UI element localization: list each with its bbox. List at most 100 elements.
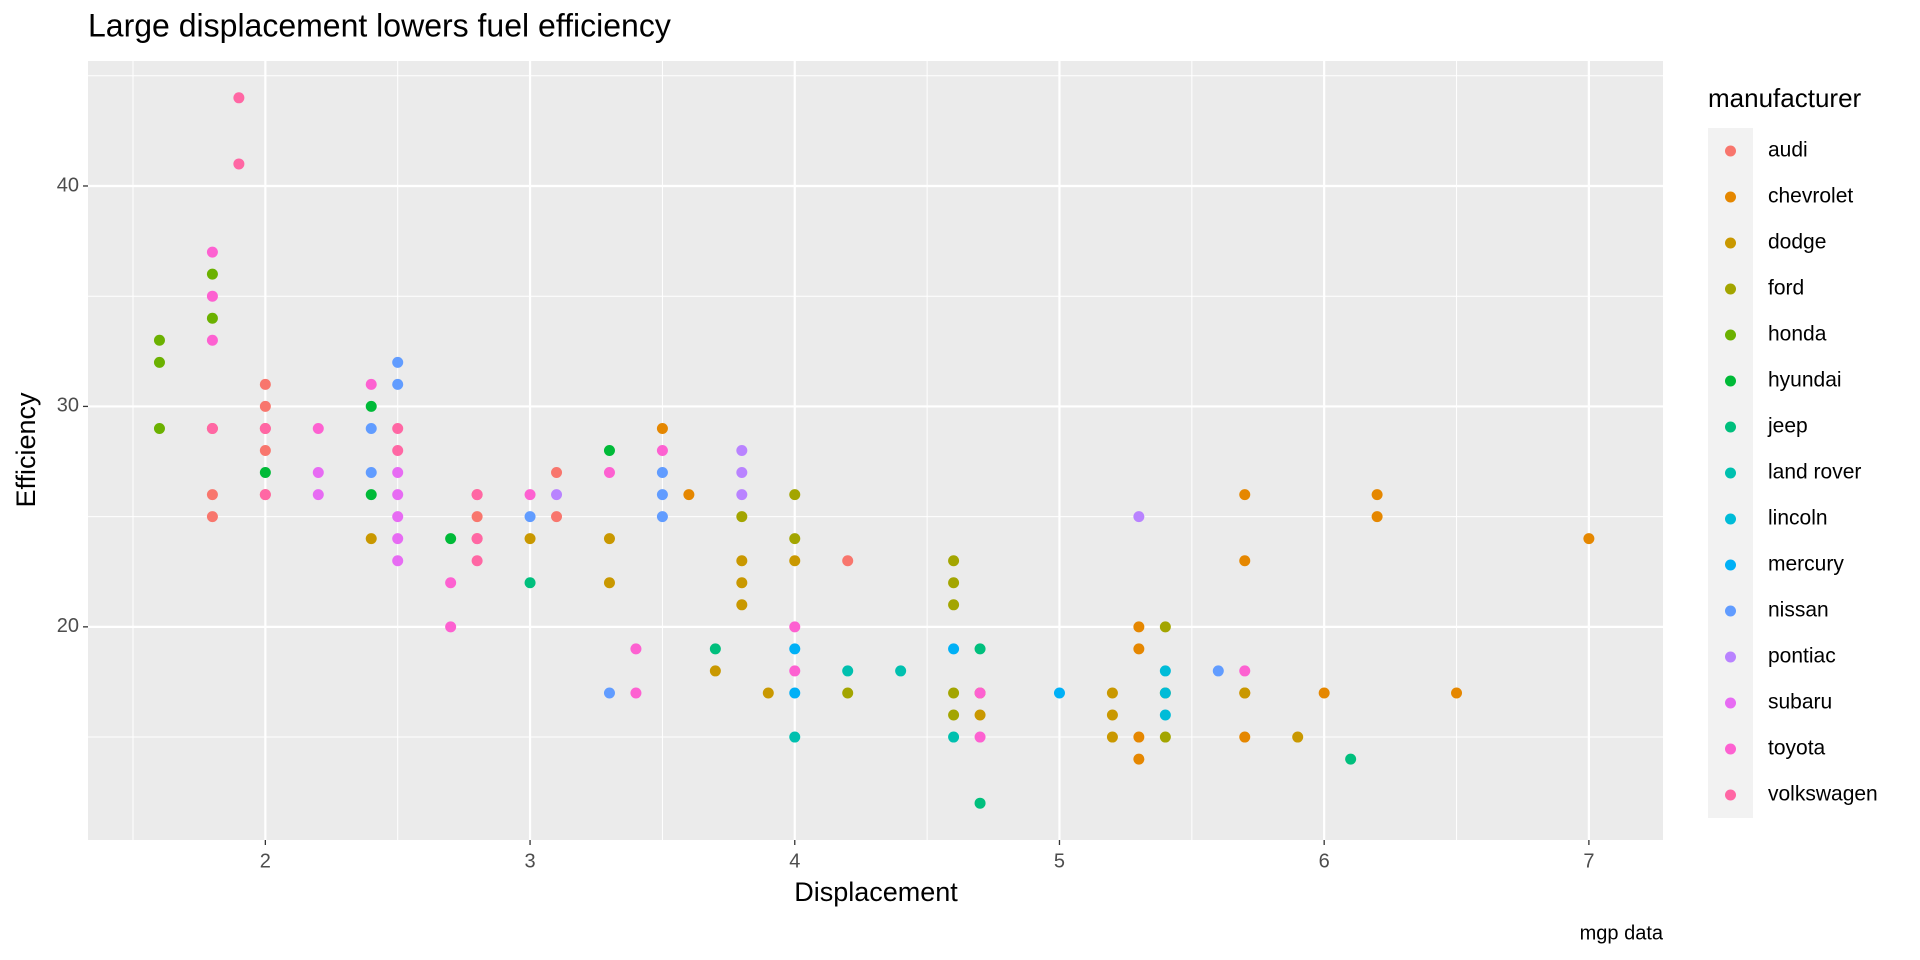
x-tick-label: 6 [1319,850,1330,872]
point [392,489,404,501]
point [1159,665,1171,677]
point [1212,665,1224,677]
point [206,312,218,324]
legend-key [1725,467,1736,479]
point [736,555,748,567]
point [842,665,854,677]
point [259,422,271,434]
point [1133,753,1145,765]
point [1106,687,1118,699]
point [789,643,801,655]
point [1053,687,1065,699]
point [1133,621,1145,633]
point [1583,533,1595,545]
point [603,687,615,699]
point [789,621,801,633]
legend-label: audi [1768,139,1808,162]
legend-label: ford [1768,277,1804,300]
y-tick-label: 30 [57,395,79,417]
point [471,511,483,523]
point [392,356,404,368]
point [445,577,457,589]
point [206,246,218,258]
point [1106,709,1118,721]
point [445,621,457,633]
point [974,643,986,655]
point [709,665,721,677]
point [206,290,218,302]
point [1133,511,1145,523]
point [392,378,404,390]
point [683,489,695,501]
point [948,577,960,589]
point [789,489,801,501]
point [842,555,854,567]
point [312,422,324,434]
point [206,511,218,523]
point [1371,489,1383,501]
legend-key [1725,375,1736,387]
x-tick-label: 3 [524,850,535,872]
legend-label: subaru [1768,691,1832,714]
point [259,467,271,479]
point [630,687,642,699]
point [259,378,271,390]
point [974,731,986,743]
point [656,467,668,479]
point [365,489,377,501]
point [1292,731,1304,743]
legend-key [1725,559,1736,571]
point [206,268,218,280]
legend-title: manufacturer [1708,83,1862,113]
point [206,334,218,346]
point [1159,621,1171,633]
point [1133,643,1145,655]
point [153,356,165,368]
x-axis-title: Displacement [794,877,958,907]
y-axis-title: Efficiency [11,392,41,508]
chart-title: Large displacement lowers fuel efficienc… [88,7,671,43]
point [603,467,615,479]
legend-label: jeep [1767,415,1808,438]
x-tick-label: 5 [1054,850,1065,872]
plot-background [88,61,1663,840]
point [736,577,748,589]
point [789,687,801,699]
point [1159,709,1171,721]
point [948,643,960,655]
point [524,489,536,501]
y-tick-label: 20 [57,615,79,637]
point [736,599,748,611]
point [789,533,801,545]
legend-label: land rover [1768,461,1861,484]
point [603,533,615,545]
point [736,445,748,456]
point [603,445,615,456]
point [365,400,377,412]
point [656,445,668,456]
legend-key [1725,145,1736,157]
point [1371,511,1383,523]
point [392,555,404,567]
point [471,489,483,501]
point [1239,665,1251,677]
point [1318,687,1330,699]
point [524,511,536,523]
point [1239,687,1251,699]
point [524,533,536,545]
point [948,599,960,611]
point [948,709,960,721]
legend-label: dodge [1768,231,1826,254]
point [656,489,668,501]
point [392,422,404,434]
point [392,445,404,456]
point [471,555,483,567]
point [1159,731,1171,743]
point [789,555,801,567]
x-tick-label: 7 [1583,850,1594,872]
point [656,511,668,523]
legend-label: pontiac [1768,645,1836,668]
x-tick-label: 4 [789,850,800,872]
